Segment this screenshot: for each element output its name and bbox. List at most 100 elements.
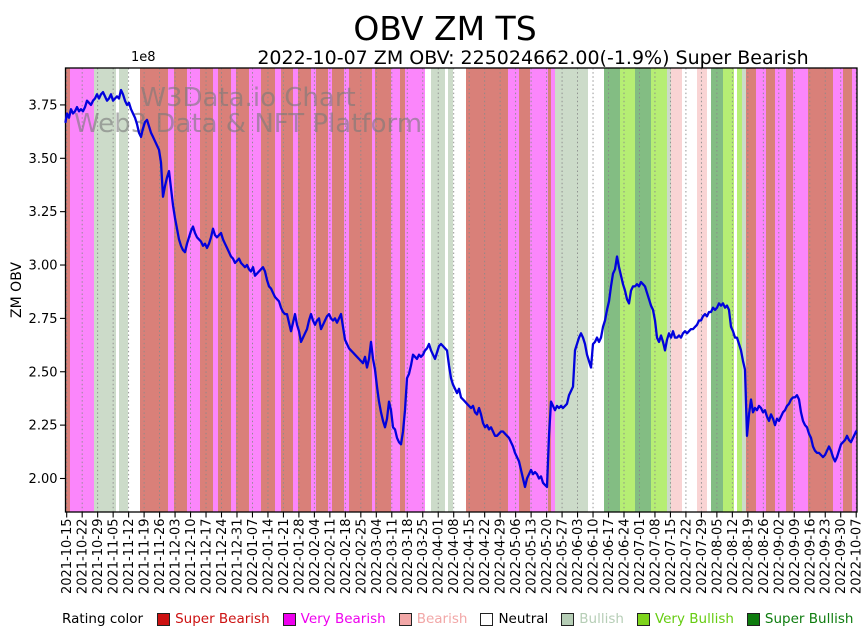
x-tick-label: 2021-11-19 bbox=[138, 519, 153, 595]
rating-band-very_bearish bbox=[213, 68, 218, 512]
rating-band-super_bearish bbox=[766, 68, 775, 512]
legend-swatch-icon bbox=[746, 612, 760, 626]
rating-band-very_bullish bbox=[620, 68, 635, 512]
y-tick-label: 2.50 bbox=[29, 365, 58, 380]
rating-band-very_bearish bbox=[168, 68, 174, 512]
rating-band-neutral bbox=[453, 68, 466, 512]
rating-band-very_bearish bbox=[551, 68, 555, 512]
rating-band-bullish bbox=[448, 68, 453, 512]
rating-band-super_bearish bbox=[746, 68, 756, 512]
y-axis-multiplier: 1e8 bbox=[131, 50, 156, 65]
rating-band-super_bearish bbox=[298, 68, 311, 512]
legend-item-very-bullish: Very Bullish bbox=[636, 611, 734, 627]
x-tick-label: 2022-08-26 bbox=[757, 519, 772, 595]
rating-band-very_bearish bbox=[793, 68, 808, 512]
x-tick-label: 2022-09-09 bbox=[788, 519, 803, 595]
rating-band-very_bearish bbox=[344, 68, 349, 512]
x-tick-label: 2022-02-04 bbox=[308, 519, 323, 595]
rating-band-super_bearish bbox=[236, 68, 249, 512]
x-tick-label: 2022-04-08 bbox=[447, 519, 462, 595]
y-tick-label: 2.00 bbox=[29, 472, 58, 487]
x-tick-label: 2022-04-01 bbox=[432, 519, 447, 595]
rating-band-super_bullish bbox=[604, 68, 620, 512]
rating-band-bullish bbox=[742, 68, 746, 512]
legend-item-label: Bearish bbox=[416, 611, 468, 627]
rating-band-super_bearish bbox=[281, 68, 293, 512]
legend-item-bullish: Bullish bbox=[561, 611, 624, 627]
rating-band-super_bearish bbox=[466, 68, 508, 512]
x-tick-label: 2022-07-08 bbox=[648, 519, 663, 595]
x-tick-label: 2022-08-12 bbox=[726, 519, 741, 595]
x-tick-label: 2022-03-18 bbox=[401, 519, 416, 595]
rating-band-super_bearish bbox=[332, 68, 344, 512]
rating-band-bearish bbox=[697, 68, 707, 512]
x-tick-label: 2022-04-29 bbox=[494, 519, 509, 595]
rating-band-super_bearish bbox=[65, 68, 70, 512]
obv-line bbox=[64, 88, 858, 489]
x-tick-label: 2022-09-30 bbox=[834, 519, 849, 595]
rating-band-very_bearish bbox=[249, 68, 261, 512]
rating-band-neutral bbox=[682, 68, 697, 512]
rating-band-bullish bbox=[94, 68, 116, 512]
x-tick-label: 2022-06-17 bbox=[602, 519, 617, 595]
legend-item-label: Neutral bbox=[498, 611, 549, 627]
rating-band-super_bullish bbox=[635, 68, 651, 512]
x-tick-label: 2022-05-06 bbox=[509, 519, 524, 595]
x-tick-label: 2022-09-16 bbox=[803, 519, 818, 595]
rating-band-super_bearish bbox=[548, 68, 551, 512]
x-tick-label: 2022-01-21 bbox=[277, 519, 292, 595]
y-tick-label: 3.00 bbox=[29, 259, 58, 274]
rating-band-neutral bbox=[734, 68, 737, 512]
x-tick-label: 2021-12-24 bbox=[215, 519, 230, 595]
rating-band-super_bearish bbox=[843, 68, 852, 512]
x-tick-label: 2021-10-29 bbox=[91, 519, 106, 595]
x-tick-label: 2021-11-05 bbox=[107, 519, 122, 595]
x-tick-label: 2022-03-11 bbox=[385, 519, 400, 595]
legend-swatch-icon bbox=[480, 612, 494, 626]
legend-item-very-bearish: Very Bearish bbox=[282, 611, 386, 627]
rating-band-very_bullish bbox=[651, 68, 667, 512]
rating-band-very_bearish bbox=[405, 68, 425, 512]
x-tick-label: 2021-11-12 bbox=[122, 519, 137, 595]
rating-band-very_bearish bbox=[756, 68, 766, 512]
x-tick-label: 2022-03-25 bbox=[416, 519, 431, 595]
y-tick-label: 2.75 bbox=[29, 312, 58, 327]
rating-band-very_bearish bbox=[775, 68, 786, 512]
x-tick-label: 2022-01-07 bbox=[246, 519, 261, 595]
rating-band-super_bearish bbox=[174, 68, 187, 512]
rating-band-neutral bbox=[425, 68, 431, 512]
y-tick-label: 3.50 bbox=[29, 152, 58, 167]
legend-item-label: Bullish bbox=[579, 611, 624, 627]
legend-item-label: Super Bearish bbox=[175, 611, 270, 627]
rating-band-very_bearish bbox=[391, 68, 400, 512]
rating-band-very_bearish bbox=[508, 68, 519, 512]
chart-title: OBV ZM TS bbox=[353, 9, 537, 48]
rating-band-super_bearish bbox=[200, 68, 213, 512]
legend-swatch-icon bbox=[157, 612, 171, 626]
rating-band-bullish bbox=[667, 68, 671, 512]
x-tick-label: 2021-12-03 bbox=[169, 519, 184, 595]
watermark-line1: W3Data.io Chart bbox=[140, 83, 355, 113]
y-tick-label: 3.75 bbox=[29, 98, 58, 113]
x-tick-label: 2021-12-31 bbox=[230, 519, 245, 595]
x-tick-label: 2022-09-02 bbox=[772, 519, 787, 595]
rating-band-super_bearish bbox=[140, 68, 168, 512]
x-tick-label: 2022-05-13 bbox=[525, 519, 540, 595]
x-tick-label: 2021-10-22 bbox=[76, 519, 91, 595]
x-tick-label: 2022-08-19 bbox=[741, 519, 756, 595]
legend-swatch-icon bbox=[398, 612, 412, 626]
x-tick-label: 2022-07-15 bbox=[664, 519, 679, 595]
x-tick-label: 2022-04-15 bbox=[463, 519, 478, 595]
rating-band-very_bearish bbox=[372, 68, 375, 512]
x-tick-label: 2022-05-20 bbox=[540, 519, 555, 595]
rating-band-bullish bbox=[555, 68, 588, 512]
rating-band-very_bullish bbox=[737, 68, 742, 512]
legend-swatch-icon bbox=[561, 612, 575, 626]
rating-band-bullish bbox=[119, 68, 128, 512]
rating-band-super_bearish bbox=[786, 68, 793, 512]
rating-band-neutral bbox=[588, 68, 604, 512]
legend-swatch-icon bbox=[636, 612, 650, 626]
legend-title: Rating color bbox=[62, 611, 144, 627]
